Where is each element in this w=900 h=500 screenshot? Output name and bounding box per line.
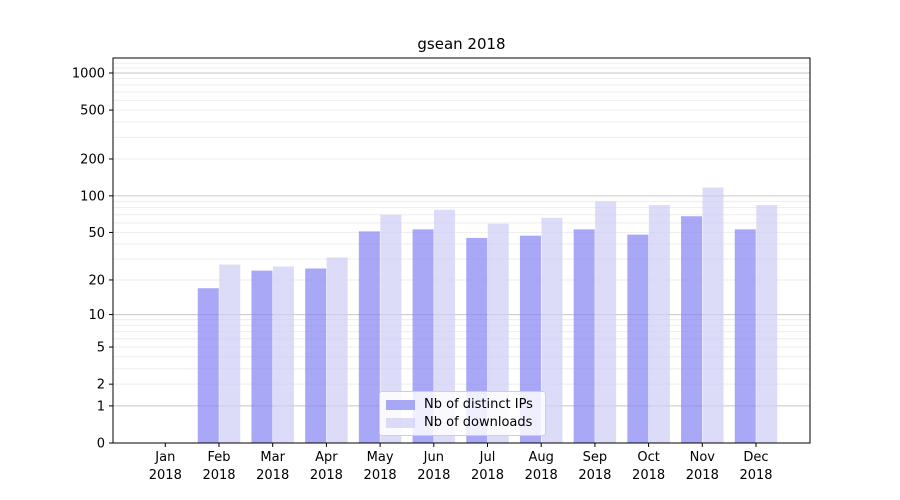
x-tick-label-month: Dec [743, 450, 768, 465]
bar-nb-of-downloads-nov-2018 [702, 187, 724, 443]
bar-nb-of-distinct-ips-feb-2018 [197, 288, 219, 443]
bar-nb-of-distinct-ips-mar-2018 [251, 270, 273, 443]
y-tick-label: 100 [80, 189, 105, 204]
legend-item-downloads: Nb of downloads [386, 414, 539, 430]
x-tick-label-year: 2018 [417, 468, 450, 483]
x-tick-label-month: May [367, 450, 394, 465]
x-tick-label-month: Mar [260, 450, 285, 465]
x-tick-label-month: Sep [583, 450, 608, 465]
legend-item-distinct-ips: Nb of distinct IPs [386, 396, 539, 412]
bar-nb-of-downloads-may-2018 [380, 214, 402, 443]
legend-label-distinct-ips: Nb of distinct IPs [424, 396, 533, 412]
x-tick-label-year: 2018 [364, 468, 397, 483]
bar-nb-of-distinct-ips-nov-2018 [681, 216, 703, 443]
y-tick-label: 0 [97, 437, 105, 452]
x-tick-label-year: 2018 [578, 468, 611, 483]
legend-swatch-distinct-ips [386, 399, 415, 410]
legend-swatch-downloads [386, 417, 415, 428]
x-tick-label-month: Feb [207, 450, 230, 465]
x-tick-label-month: Apr [315, 450, 338, 465]
bar-nb-of-downloads-jun-2018 [434, 209, 456, 443]
legend-label-downloads: Nb of downloads [424, 414, 533, 430]
bar-nb-of-distinct-ips-dec-2018 [734, 229, 756, 443]
y-tick-label: 5 [97, 341, 105, 356]
x-tick-label-month: Jan [154, 450, 175, 465]
y-tick-label: 50 [88, 226, 105, 241]
y-tick-label: 1000 [72, 67, 105, 82]
x-tick-label-year: 2018 [739, 468, 772, 483]
bar-nb-of-distinct-ips-may-2018 [358, 231, 380, 443]
bar-nb-of-downloads-mar-2018 [272, 266, 294, 443]
bar-nb-of-distinct-ips-oct-2018 [627, 234, 649, 443]
bar-nb-of-downloads-aug-2018 [541, 217, 563, 443]
bar-nb-of-downloads-apr-2018 [326, 257, 348, 443]
x-tick-label-year: 2018 [310, 468, 343, 483]
bar-nb-of-downloads-dec-2018 [756, 205, 778, 443]
x-tick-label-year: 2018 [471, 468, 504, 483]
bar-nb-of-distinct-ips-apr-2018 [305, 268, 327, 443]
x-tick-label-month: Jun [423, 450, 444, 465]
x-tick-label-month: Oct [637, 450, 659, 465]
x-tick-label-month: Aug [529, 450, 554, 465]
bar-nb-of-downloads-oct-2018 [648, 205, 670, 443]
y-tick-label: 500 [80, 104, 105, 119]
y-tick-label: 10 [88, 308, 105, 323]
bar-nb-of-downloads-jul-2018 [487, 223, 509, 443]
bar-nb-of-distinct-ips-jun-2018 [412, 229, 434, 443]
x-tick-label-year: 2018 [632, 468, 665, 483]
y-tick-label: 2 [97, 378, 105, 393]
x-tick-label-year: 2018 [149, 468, 182, 483]
x-tick-label-year: 2018 [525, 468, 558, 483]
bar-nb-of-distinct-ips-sep-2018 [573, 229, 595, 443]
chart-title: gsean 2018 [417, 35, 506, 53]
x-tick-label-year: 2018 [202, 468, 235, 483]
y-tick-label: 20 [88, 273, 105, 288]
y-tick-label: 1 [97, 399, 105, 414]
legend: Nb of distinct IPs Nb of downloads [379, 391, 546, 436]
x-tick-label-year: 2018 [256, 468, 289, 483]
plot-frame [112, 57, 811, 444]
x-tick-label-year: 2018 [686, 468, 719, 483]
x-tick-label-month: Jul [479, 450, 496, 465]
bar-nb-of-downloads-feb-2018 [219, 264, 241, 443]
y-tick-label: 200 [80, 152, 105, 167]
x-tick-label-month: Nov [690, 450, 716, 465]
bar-nb-of-downloads-sep-2018 [595, 201, 617, 443]
